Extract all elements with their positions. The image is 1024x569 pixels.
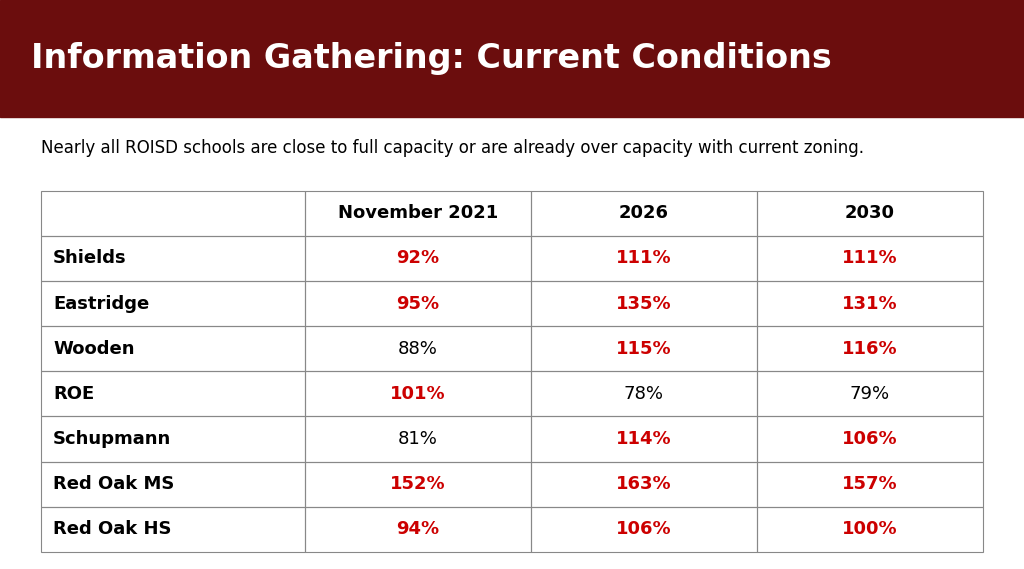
Bar xyxy=(41,281,305,326)
Text: 131%: 131% xyxy=(842,295,898,312)
Bar xyxy=(757,326,983,371)
Text: 2030: 2030 xyxy=(845,204,895,222)
Text: November 2021: November 2021 xyxy=(338,204,498,222)
Bar xyxy=(757,281,983,326)
Text: Shields: Shields xyxy=(53,249,127,267)
Bar xyxy=(305,236,530,281)
Text: 2026: 2026 xyxy=(618,204,669,222)
Text: 78%: 78% xyxy=(624,385,664,403)
Text: 111%: 111% xyxy=(616,249,672,267)
Text: 95%: 95% xyxy=(396,295,439,312)
Text: Information Gathering: Current Conditions: Information Gathering: Current Condition… xyxy=(31,42,831,75)
Text: Eastridge: Eastridge xyxy=(53,295,150,312)
Bar xyxy=(305,461,530,507)
Text: 115%: 115% xyxy=(616,340,672,358)
Bar xyxy=(41,417,305,461)
Bar xyxy=(530,371,757,417)
Text: 81%: 81% xyxy=(398,430,437,448)
Text: 79%: 79% xyxy=(850,385,890,403)
Bar xyxy=(530,326,757,371)
Bar xyxy=(0,0,1024,117)
Text: 163%: 163% xyxy=(616,475,672,493)
Text: 92%: 92% xyxy=(396,249,439,267)
Text: 111%: 111% xyxy=(842,249,898,267)
Bar xyxy=(305,281,530,326)
Bar xyxy=(41,236,305,281)
Bar xyxy=(530,281,757,326)
Text: Red Oak HS: Red Oak HS xyxy=(53,520,172,538)
Text: Nearly all ROISD schools are close to full capacity or are already over capacity: Nearly all ROISD schools are close to fu… xyxy=(41,139,864,158)
Bar xyxy=(757,461,983,507)
Text: 88%: 88% xyxy=(398,340,437,358)
Bar xyxy=(41,326,305,371)
Bar xyxy=(530,236,757,281)
Text: 94%: 94% xyxy=(396,520,439,538)
Bar xyxy=(757,507,983,552)
Text: Red Oak MS: Red Oak MS xyxy=(53,475,175,493)
Bar xyxy=(757,191,983,236)
Text: 106%: 106% xyxy=(616,520,672,538)
Bar xyxy=(305,417,530,461)
Bar xyxy=(530,191,757,236)
Bar xyxy=(530,461,757,507)
Text: 135%: 135% xyxy=(616,295,672,312)
Bar xyxy=(757,371,983,417)
Text: 106%: 106% xyxy=(842,430,898,448)
Bar xyxy=(41,461,305,507)
Bar xyxy=(757,417,983,461)
Bar xyxy=(305,507,530,552)
Bar xyxy=(305,326,530,371)
Text: Wooden: Wooden xyxy=(53,340,135,358)
Text: 152%: 152% xyxy=(390,475,445,493)
Text: 101%: 101% xyxy=(390,385,445,403)
Text: 116%: 116% xyxy=(842,340,898,358)
Text: 100%: 100% xyxy=(842,520,898,538)
Bar xyxy=(530,507,757,552)
Text: ROE: ROE xyxy=(53,385,94,403)
Bar xyxy=(41,191,305,236)
Text: 114%: 114% xyxy=(616,430,672,448)
Bar xyxy=(530,417,757,461)
Bar xyxy=(305,371,530,417)
Bar xyxy=(41,371,305,417)
Bar xyxy=(757,236,983,281)
Bar xyxy=(305,191,530,236)
Text: Schupmann: Schupmann xyxy=(53,430,171,448)
Bar xyxy=(41,507,305,552)
Text: 157%: 157% xyxy=(842,475,898,493)
